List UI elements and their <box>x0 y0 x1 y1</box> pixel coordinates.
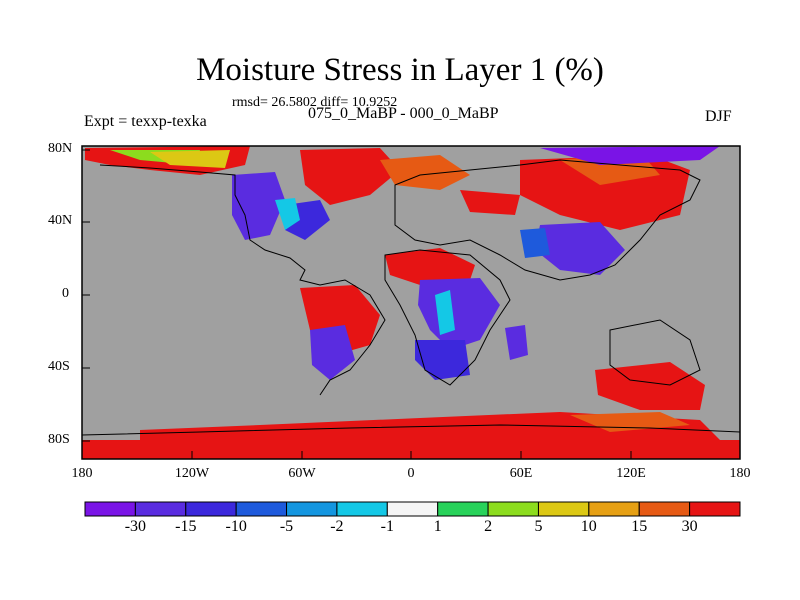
data-patches <box>82 146 740 459</box>
lon-label-120e: 120E <box>616 466 646 481</box>
colorbar-label: -30 <box>124 518 147 535</box>
patch-ca-blue <box>520 228 550 258</box>
colorbar-label: 5 <box>534 518 543 535</box>
colorbar-label: -1 <box>380 518 394 535</box>
experiment-label: Expt = texxp-texka <box>84 113 207 130</box>
lon-label-180w: 180 <box>71 466 93 481</box>
patch-na-cyan <box>275 198 300 230</box>
colorbar-swatch <box>235 501 288 517</box>
patch-africa-south <box>415 340 470 380</box>
colorbar-swatch <box>437 501 489 517</box>
period-label: 075_0_MaBP - 000_0_MaBP <box>308 105 499 122</box>
coastline-na <box>99 164 386 396</box>
colorbar-label: -5 <box>279 518 294 535</box>
coastline-australia <box>609 319 701 386</box>
patch-arctic-asia <box>540 146 720 165</box>
lat-label-0: 0 <box>62 286 69 301</box>
patch-africa-cyan <box>435 290 455 335</box>
lat-label-40n: 40N <box>48 213 73 228</box>
lat-label-40s: 40S <box>48 359 70 374</box>
colorbar <box>84 501 741 517</box>
lon-label-0: 0 <box>407 466 415 481</box>
colorbar-swatch <box>638 501 691 517</box>
stats-label: rmsd= 26.5802 diff= 10.9252 <box>232 95 398 110</box>
lat-label-80n: 80N <box>48 141 73 156</box>
patch-asia-band <box>460 190 520 215</box>
colorbar-label: 30 <box>681 518 698 535</box>
patch-madagascar <box>505 325 528 360</box>
colorbar-label: 2 <box>484 518 493 535</box>
axis-ticks <box>82 149 632 459</box>
colorbar-label: 1 <box>433 518 442 535</box>
patch-na-purple <box>232 172 285 240</box>
colorbar-swatch <box>487 501 539 517</box>
colorbar-swatch <box>336 501 388 517</box>
colorbar-swatch <box>134 501 187 517</box>
patch-antarctica <box>82 440 740 459</box>
colorbar-label: -15 <box>175 518 197 535</box>
colorbar-swatch <box>386 501 439 517</box>
coastline-eurasia <box>394 159 701 281</box>
colorbar-swatch <box>588 501 640 517</box>
coastline-antarctica <box>81 424 741 436</box>
lat-label-80s: 80S <box>48 432 70 447</box>
colorbar-label: 15 <box>631 518 648 535</box>
colorbar-swatch <box>286 501 338 517</box>
colorbar-swatch <box>84 501 136 517</box>
colorbar-label: 10 <box>580 518 597 535</box>
lon-label-60e: 60E <box>509 466 533 481</box>
colorbar-swatch <box>185 501 237 517</box>
patch-africa-top <box>385 248 475 285</box>
season-label: DJF <box>705 108 732 125</box>
colorbar-swatch <box>689 501 741 517</box>
lon-label-180e: 180 <box>729 466 751 481</box>
lon-label-60w: 60W <box>288 466 316 481</box>
colorbar-label: -10 <box>225 518 247 535</box>
patch-arctic-yellow <box>150 150 230 168</box>
colorbar-label: -2 <box>330 518 344 535</box>
chart-title: Moisture Stress in Layer 1 (%) <box>196 52 604 88</box>
patch-ca-purple <box>535 222 625 275</box>
coastlines <box>81 159 741 436</box>
patch-europe-orange <box>380 155 470 190</box>
lon-label-120w: 120W <box>174 466 210 481</box>
patch-sa-purple <box>310 325 355 380</box>
patch-greenland <box>300 148 400 205</box>
coastline-africa <box>384 249 511 386</box>
colorbar-swatch <box>537 501 590 517</box>
